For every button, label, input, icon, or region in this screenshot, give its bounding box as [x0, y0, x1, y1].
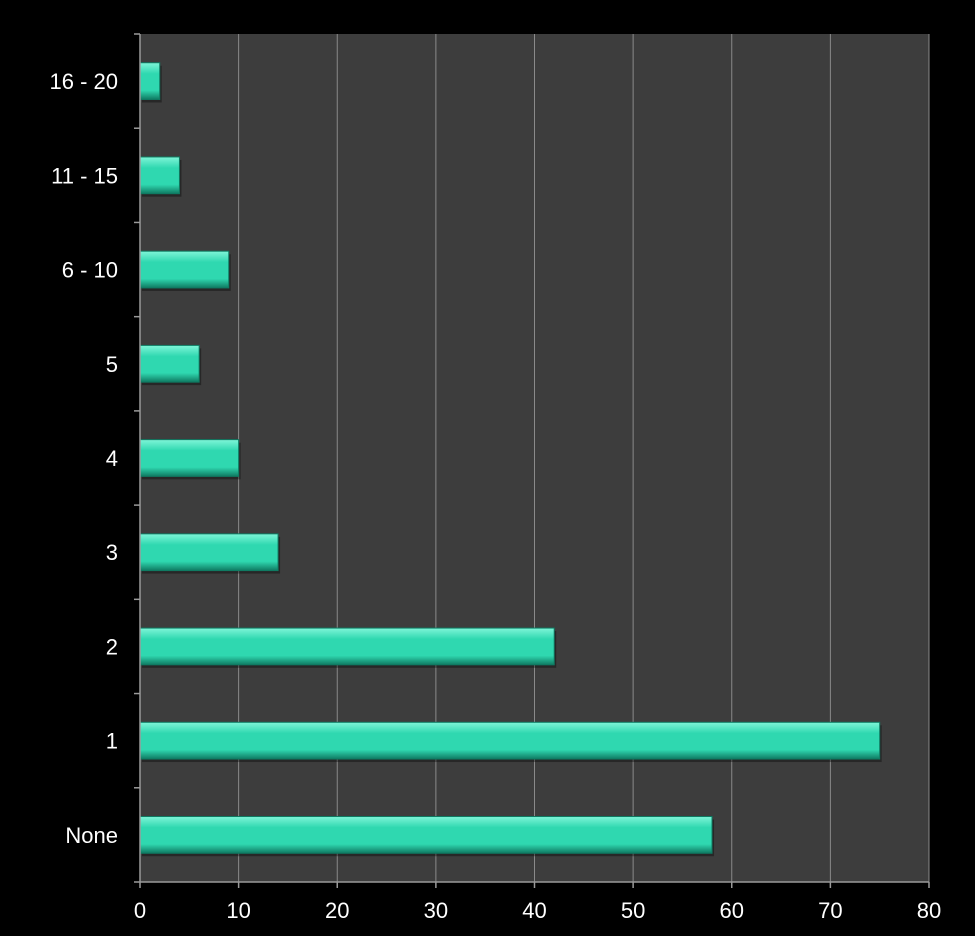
x-tick-label: 50 — [621, 898, 645, 923]
bar — [139, 721, 881, 760]
bar — [139, 533, 279, 572]
y-tick-label: 3 — [106, 540, 118, 565]
y-tick-label: 4 — [106, 446, 118, 471]
y-tick-label: 1 — [106, 729, 118, 754]
tick-labels: None 1 2 3 4 5 6 - 10 11 - 15 16 - 20 0 10 20 30 40 50… — [50, 69, 942, 923]
y-tick-label: 6 - 10 — [62, 258, 118, 283]
y-tick-label: None — [65, 823, 118, 848]
x-tick-label: 30 — [424, 898, 448, 923]
y-tick-label: 11 - 15 — [51, 163, 118, 188]
x-tick-label: 10 — [226, 898, 250, 923]
x-tick-label: 60 — [720, 898, 744, 923]
x-tick-label: 80 — [917, 898, 941, 923]
bar — [139, 156, 180, 195]
x-tick-label: 0 — [134, 898, 146, 923]
x-tick-label: 70 — [818, 898, 842, 923]
bar — [139, 344, 200, 383]
bar — [139, 250, 230, 289]
y-tick-label: 5 — [106, 352, 118, 377]
bar — [139, 62, 161, 100]
axes — [134, 33, 930, 888]
x-tick-label: 40 — [522, 898, 546, 923]
y-tick-label: 16 - 20 — [50, 69, 119, 94]
bar — [139, 439, 240, 477]
bar — [139, 627, 555, 666]
y-tick-label: 2 — [106, 634, 118, 659]
bars — [139, 62, 882, 857]
bar — [139, 816, 713, 854]
x-tick-label: 20 — [325, 898, 349, 923]
